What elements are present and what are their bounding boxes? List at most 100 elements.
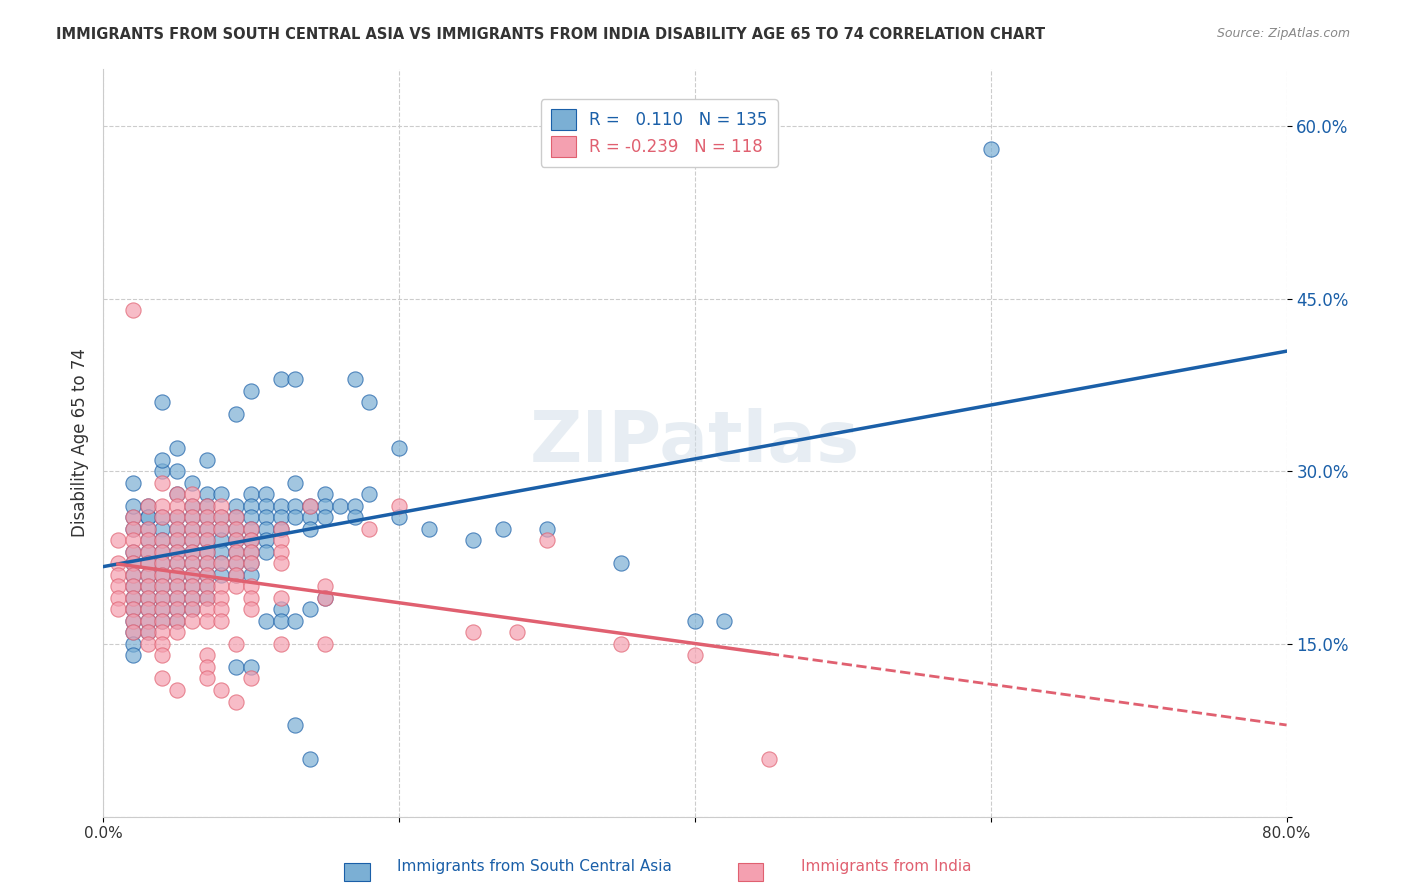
Point xyxy=(150,625,173,640)
Point xyxy=(166,557,188,571)
Point xyxy=(180,533,202,548)
Point xyxy=(166,614,188,628)
Point xyxy=(195,648,218,663)
Point xyxy=(195,499,218,513)
Point xyxy=(491,522,513,536)
Point xyxy=(136,614,159,628)
Point xyxy=(150,637,173,651)
Point xyxy=(180,602,202,616)
Point xyxy=(136,614,159,628)
Point xyxy=(166,487,188,501)
Point xyxy=(270,545,292,559)
Point xyxy=(121,614,143,628)
Point xyxy=(343,499,366,513)
Point xyxy=(136,602,159,616)
Point xyxy=(225,499,247,513)
Point xyxy=(610,637,633,651)
Point xyxy=(211,522,233,536)
Point xyxy=(136,602,159,616)
Point xyxy=(121,557,143,571)
Point xyxy=(211,510,233,524)
Point xyxy=(121,579,143,593)
Point xyxy=(240,522,263,536)
Point xyxy=(254,510,277,524)
Point xyxy=(461,533,484,548)
Point xyxy=(195,510,218,524)
Point xyxy=(121,579,143,593)
Point xyxy=(195,522,218,536)
Point xyxy=(180,545,202,559)
Point xyxy=(166,557,188,571)
Point xyxy=(225,557,247,571)
Point xyxy=(270,637,292,651)
Point xyxy=(166,487,188,501)
Text: Immigrants from South Central Asia: Immigrants from South Central Asia xyxy=(396,859,672,874)
Point xyxy=(121,614,143,628)
Point xyxy=(136,522,159,536)
Point xyxy=(180,602,202,616)
Point xyxy=(121,637,143,651)
Point xyxy=(195,579,218,593)
Point xyxy=(195,672,218,686)
Point xyxy=(225,545,247,559)
Point xyxy=(150,510,173,524)
Legend: R =   0.110   N = 135, R = -0.239   N = 118: R = 0.110 N = 135, R = -0.239 N = 118 xyxy=(541,99,778,167)
Point xyxy=(211,614,233,628)
Point xyxy=(136,591,159,605)
Point xyxy=(254,522,277,536)
Point xyxy=(121,602,143,616)
Point xyxy=(150,579,173,593)
Point xyxy=(166,602,188,616)
Point xyxy=(195,568,218,582)
Point xyxy=(195,591,218,605)
Point xyxy=(121,545,143,559)
Text: Immigrants from India: Immigrants from India xyxy=(800,859,972,874)
Point xyxy=(225,545,247,559)
Point xyxy=(195,533,218,548)
Point xyxy=(225,522,247,536)
Point xyxy=(180,487,202,501)
Point xyxy=(225,568,247,582)
Point xyxy=(121,648,143,663)
Point xyxy=(121,510,143,524)
Point xyxy=(284,499,307,513)
Point xyxy=(254,533,277,548)
Point xyxy=(166,464,188,478)
Point xyxy=(225,568,247,582)
Point xyxy=(211,579,233,593)
Point xyxy=(388,442,411,456)
Point xyxy=(195,568,218,582)
Point xyxy=(195,452,218,467)
Point xyxy=(121,533,143,548)
Point xyxy=(299,499,322,513)
Point xyxy=(180,568,202,582)
Point xyxy=(166,591,188,605)
Point xyxy=(211,522,233,536)
Point xyxy=(150,557,173,571)
Point xyxy=(610,557,633,571)
Point xyxy=(150,648,173,663)
Point xyxy=(240,533,263,548)
Point xyxy=(136,533,159,548)
Point xyxy=(166,683,188,698)
Point xyxy=(166,614,188,628)
Point xyxy=(270,522,292,536)
Point xyxy=(180,579,202,593)
Point xyxy=(211,533,233,548)
Point xyxy=(150,557,173,571)
Point xyxy=(359,522,381,536)
Point xyxy=(195,545,218,559)
Point xyxy=(166,442,188,456)
Point xyxy=(254,487,277,501)
Text: Source: ZipAtlas.com: Source: ZipAtlas.com xyxy=(1216,27,1350,40)
Point xyxy=(150,568,173,582)
Point xyxy=(136,637,159,651)
Point xyxy=(418,522,440,536)
Point xyxy=(121,591,143,605)
Point xyxy=(150,499,173,513)
Point xyxy=(343,372,366,386)
Point xyxy=(121,522,143,536)
Point xyxy=(180,499,202,513)
Point xyxy=(506,625,529,640)
Point xyxy=(107,568,129,582)
